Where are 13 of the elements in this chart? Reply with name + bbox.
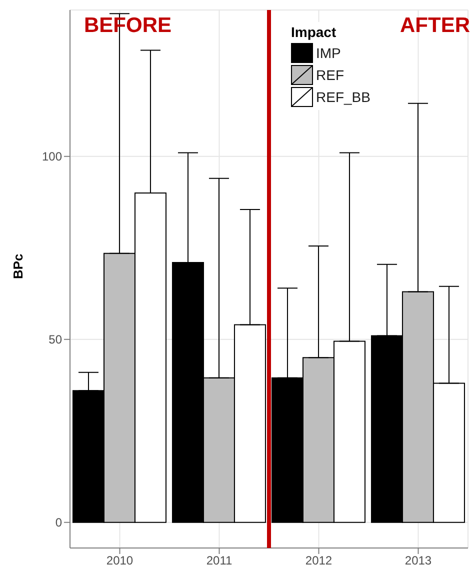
x-tick-label: 2012: [305, 554, 332, 568]
legend-label: IMP: [316, 45, 341, 61]
legend-label: REF_BB: [316, 89, 370, 105]
y-tick-label: 50: [48, 332, 62, 347]
x-tick-label: 2013: [404, 554, 432, 568]
x-tick-label: 2010: [106, 554, 134, 568]
legend-title: Impact: [291, 24, 338, 40]
x-tick-label: 2011: [206, 554, 232, 568]
annotation: AFTER: [400, 14, 470, 38]
y-tick-label: 0: [55, 516, 62, 530]
y-axis-title: BPc: [10, 254, 26, 279]
legend-label: REF: [316, 67, 344, 83]
y-tick-label: 100: [42, 150, 62, 164]
